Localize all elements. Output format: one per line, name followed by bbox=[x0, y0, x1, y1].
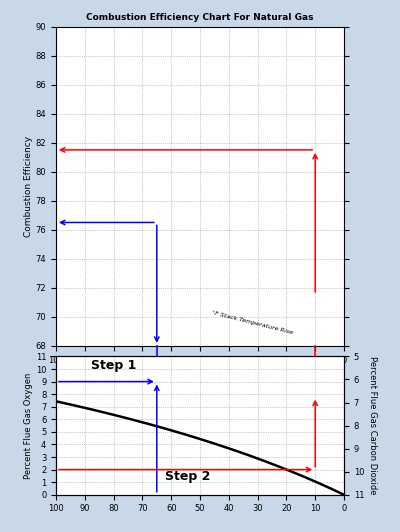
X-axis label: Percent Excess Air: Percent Excess Air bbox=[158, 366, 242, 375]
Y-axis label: Percent Flue Gas Carbon Dioxide: Percent Flue Gas Carbon Dioxide bbox=[368, 356, 377, 495]
Text: °F Stack Temperature Rise: °F Stack Temperature Rise bbox=[210, 310, 293, 335]
Y-axis label: Percent Flue Gas Oxygen: Percent Flue Gas Oxygen bbox=[24, 372, 33, 479]
Text: Combustion Efficiency Chart For Natural Gas: Combustion Efficiency Chart For Natural … bbox=[86, 13, 314, 22]
Text: Step 1: Step 1 bbox=[90, 359, 136, 372]
Y-axis label: Combustion Efficiency: Combustion Efficiency bbox=[24, 136, 33, 237]
Text: Step 2: Step 2 bbox=[166, 470, 211, 483]
